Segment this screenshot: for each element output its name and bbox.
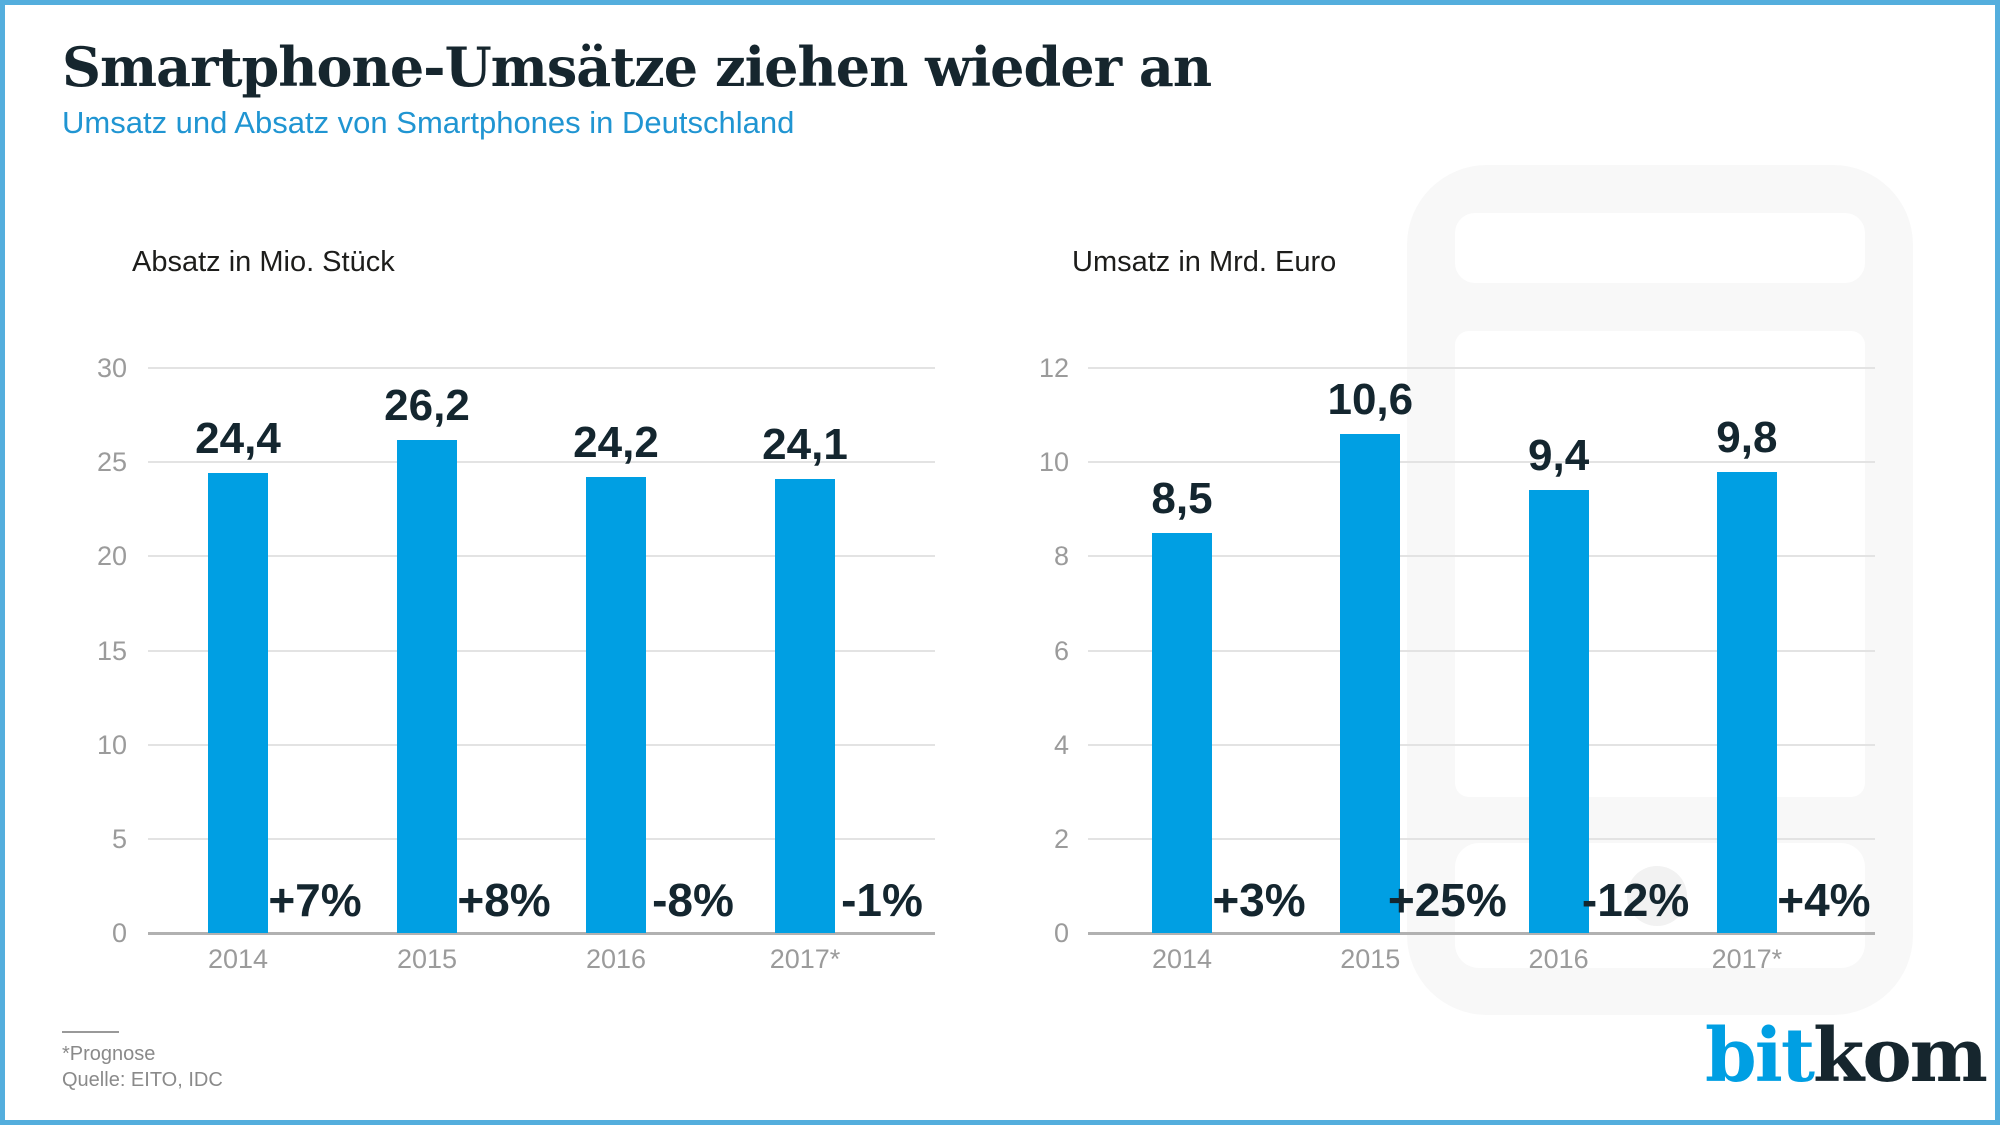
change-label: -12% bbox=[1581, 874, 1690, 926]
x-axis-line bbox=[148, 932, 935, 935]
gridline-y10 bbox=[148, 743, 935, 746]
y-tick-label: 0 bbox=[1053, 918, 1069, 948]
change-label: +25% bbox=[1387, 874, 1507, 926]
y-tick-label: 20 bbox=[96, 541, 127, 572]
gridline-y20 bbox=[148, 555, 935, 558]
x-tick-label: 2017* bbox=[1711, 944, 1783, 974]
logo-part-kom: kom bbox=[1813, 1013, 1988, 1099]
x-tick-label: 2015 bbox=[1340, 944, 1401, 974]
bar-2016 bbox=[1528, 490, 1589, 933]
smartphone-illustration bbox=[1407, 165, 1913, 1015]
change-label: +3% bbox=[1212, 874, 1306, 926]
y-tick-label: 4 bbox=[1053, 729, 1069, 760]
left-chart-title: Absatz in Mio. Stück bbox=[132, 246, 395, 278]
gridline-y2 bbox=[1088, 837, 1875, 840]
value-label: 24,1 bbox=[762, 420, 848, 470]
right-chart-title: Umsatz in Mrd. Euro bbox=[1072, 246, 1337, 278]
x-tick-label: 2014 bbox=[1151, 944, 1213, 974]
x-tick-label: 2016 bbox=[1528, 944, 1589, 974]
value-label: 26,2 bbox=[384, 380, 470, 430]
footnote-prognose: *Prognose bbox=[62, 1043, 156, 1065]
x-axis-line bbox=[1088, 932, 1875, 935]
gridline-y12 bbox=[1088, 367, 1875, 369]
y-tick-label: 12 bbox=[1038, 353, 1069, 383]
y-tick-label: 5 bbox=[111, 823, 127, 854]
bar-2014 bbox=[208, 473, 268, 933]
x-tick-label: 2015 bbox=[396, 944, 458, 974]
gridline-y8 bbox=[1088, 555, 1875, 558]
gridline-y6 bbox=[1088, 649, 1875, 652]
gridline-y15 bbox=[148, 649, 935, 652]
value-label: 10,6 bbox=[1327, 374, 1414, 424]
gridline-y4 bbox=[1088, 743, 1875, 746]
value-label: 24,2 bbox=[573, 418, 659, 468]
bitkom-logo: bitkom bbox=[1705, 1019, 1988, 1093]
smartphone-speaker-area bbox=[1455, 213, 1865, 283]
page-subtitle: Umsatz und Absatz von Smartphones in Deu… bbox=[62, 105, 795, 140]
gridline-y25 bbox=[148, 461, 935, 464]
gridline-y5 bbox=[148, 837, 935, 840]
gridline-y10 bbox=[1088, 461, 1875, 464]
x-tick-label: 2014 bbox=[207, 944, 269, 974]
y-tick-label: 0 bbox=[111, 918, 127, 948]
y-tick-label: 30 bbox=[96, 353, 127, 383]
y-tick-label: 10 bbox=[1038, 447, 1069, 478]
smartphone-screen bbox=[1455, 331, 1865, 797]
bar-2017* bbox=[775, 479, 835, 933]
value-label: 24,4 bbox=[195, 414, 281, 464]
y-tick-label: 8 bbox=[1053, 541, 1069, 572]
value-label: 9,8 bbox=[1716, 412, 1778, 462]
y-tick-label: 25 bbox=[96, 447, 127, 478]
value-label: 8,5 bbox=[1151, 473, 1213, 523]
bar-2015 bbox=[397, 439, 457, 933]
gridline-y30 bbox=[148, 367, 935, 369]
bar-2015 bbox=[1340, 433, 1401, 933]
change-label: -8% bbox=[652, 874, 734, 926]
y-tick-label: 2 bbox=[1053, 823, 1069, 854]
smartphone-home-button-icon bbox=[1627, 866, 1687, 926]
y-tick-label: 10 bbox=[96, 729, 127, 760]
y-tick-label: 15 bbox=[96, 635, 127, 666]
footnote-source: Quelle: EITO, IDC bbox=[62, 1069, 223, 1091]
footnote-rule bbox=[62, 1031, 119, 1033]
page-title: Smartphone-Umsätze ziehen wieder an bbox=[62, 35, 1212, 99]
y-tick-label: 6 bbox=[1053, 635, 1069, 666]
logo-part-bit: bit bbox=[1705, 1013, 1815, 1099]
bar-2014 bbox=[1152, 532, 1212, 933]
change-label: +4% bbox=[1777, 874, 1871, 926]
change-label: +8% bbox=[457, 874, 551, 926]
bar-2017* bbox=[1716, 471, 1777, 933]
change-label: +7% bbox=[268, 874, 362, 926]
bar-2016 bbox=[586, 477, 646, 933]
value-label: 9,4 bbox=[1528, 431, 1590, 481]
x-tick-label: 2016 bbox=[585, 944, 647, 974]
x-tick-label: 2017* bbox=[769, 944, 841, 974]
change-label: -1% bbox=[841, 874, 923, 926]
